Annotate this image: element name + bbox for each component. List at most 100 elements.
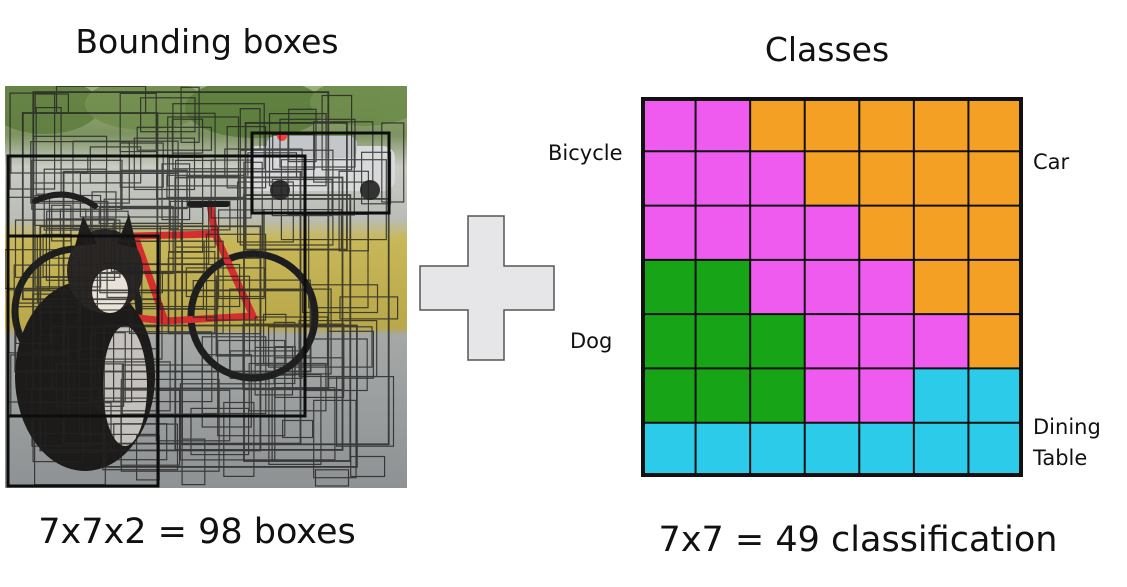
bounding-box xyxy=(243,194,352,462)
bounding-box xyxy=(14,219,121,278)
classification-caption: 7x7 = 49 classification xyxy=(658,520,1058,560)
grid-cell-dog xyxy=(641,368,696,423)
bounding-box xyxy=(32,417,84,463)
bounding-box xyxy=(32,91,330,390)
bounding-boxes-image xyxy=(5,86,407,488)
grid-cell-dining-table xyxy=(695,422,751,477)
grid-cell-bicycle xyxy=(859,368,914,423)
grid-cell-dog xyxy=(641,314,696,369)
bounding-box xyxy=(181,198,390,446)
grid-cell-bicycle xyxy=(695,151,751,206)
bounding-box xyxy=(72,140,179,230)
bounding-box xyxy=(282,419,314,439)
bounding-box xyxy=(190,407,250,456)
grid-cell-dog xyxy=(750,314,805,369)
grid-cell-bicycle xyxy=(695,97,751,152)
bounding-box xyxy=(314,469,350,487)
bounding-box xyxy=(35,107,62,195)
classes-title: Classes xyxy=(764,30,890,69)
label-dog: Dog xyxy=(570,329,613,353)
grid-cell-car xyxy=(859,205,914,260)
bounding-box xyxy=(113,423,168,461)
grid-cell-car xyxy=(913,151,969,206)
grid-cell-dog xyxy=(641,259,696,315)
bounding-box xyxy=(174,176,344,451)
grid-cell-car xyxy=(804,97,860,152)
bounding-boxes-title: Bounding boxes xyxy=(75,22,339,61)
grid-cell-bicycle xyxy=(750,205,805,260)
bounding-box xyxy=(37,257,80,313)
bounding-box xyxy=(106,267,140,298)
grid-cell-car xyxy=(913,205,969,260)
bounding-box xyxy=(172,103,265,170)
grid-cell-dog xyxy=(695,314,751,369)
bounding-box xyxy=(89,332,126,402)
bounding-box xyxy=(133,137,196,191)
bounding-box xyxy=(103,198,210,265)
grid-cell-car xyxy=(913,97,969,152)
bounding-box xyxy=(112,331,213,403)
bounding-box xyxy=(13,264,98,308)
bounding-box xyxy=(271,178,333,217)
bounding-box xyxy=(223,401,255,478)
bounding-box xyxy=(181,438,206,486)
grid-cell-bicycle xyxy=(804,205,860,260)
bounding-box xyxy=(274,357,345,398)
bounding-box xyxy=(14,289,312,373)
grid-cell-dining-table xyxy=(750,422,805,477)
bounding-box xyxy=(169,200,231,231)
bounding-box xyxy=(98,206,204,225)
bounding-box xyxy=(201,354,252,428)
grid-cell-dining-table xyxy=(913,368,969,423)
bounding-boxes-thin xyxy=(5,86,405,487)
grid-cell-car xyxy=(859,97,914,152)
bounding-box xyxy=(302,284,379,314)
grid-cell-bicycle xyxy=(641,151,696,206)
bounding-box xyxy=(336,376,395,447)
label-car: Car xyxy=(1033,150,1070,174)
bounding-box xyxy=(339,296,399,320)
grid-cell-bicycle xyxy=(804,314,860,369)
bounding-box xyxy=(42,233,72,278)
class-probability-grid xyxy=(641,97,1023,477)
grid-cell-dining-table xyxy=(968,368,1023,423)
grid-cell-car xyxy=(968,205,1023,260)
bounding-box xyxy=(44,402,112,454)
bounding-box xyxy=(205,233,267,321)
bounding-box xyxy=(218,209,265,300)
bounding-box xyxy=(98,361,171,412)
bounding-box xyxy=(91,309,133,403)
bounding-box xyxy=(34,194,102,288)
grid-cell-dog xyxy=(750,368,805,423)
bounding-box xyxy=(120,378,220,472)
bounding-box xyxy=(39,225,262,452)
bounding-box xyxy=(179,383,276,461)
grid-cell-car xyxy=(750,97,805,152)
grid-cell-bicycle xyxy=(913,314,969,369)
bounding-box xyxy=(99,271,164,294)
bounding-box xyxy=(242,323,345,391)
bounding-box xyxy=(128,240,224,335)
bounding-box xyxy=(89,146,142,184)
bounding-box xyxy=(279,118,356,168)
grid-cell-bicycle xyxy=(859,259,914,315)
bounding-box xyxy=(103,324,358,468)
bounding-boxes-bold xyxy=(6,131,391,488)
bounding-box xyxy=(268,326,373,368)
grid-cell-dining-table xyxy=(859,422,914,477)
grid-cell-car xyxy=(968,314,1023,369)
grid-cell-dining-table xyxy=(913,422,969,477)
grid-cell-dining-table xyxy=(641,422,696,477)
bounding-box xyxy=(239,149,334,246)
bounding-box xyxy=(89,205,174,275)
grid-cell-car xyxy=(859,151,914,206)
bounding-box xyxy=(121,364,220,415)
label-dining-table: Dining Table xyxy=(1033,412,1101,474)
bounding-box xyxy=(9,92,56,190)
plus-icon xyxy=(419,215,555,361)
bounding-box xyxy=(239,108,261,151)
grid-cell-bicycle xyxy=(804,368,860,423)
grid-cell-dining-table xyxy=(968,422,1023,477)
bounding-box xyxy=(21,112,159,301)
bounding-box xyxy=(135,263,241,308)
